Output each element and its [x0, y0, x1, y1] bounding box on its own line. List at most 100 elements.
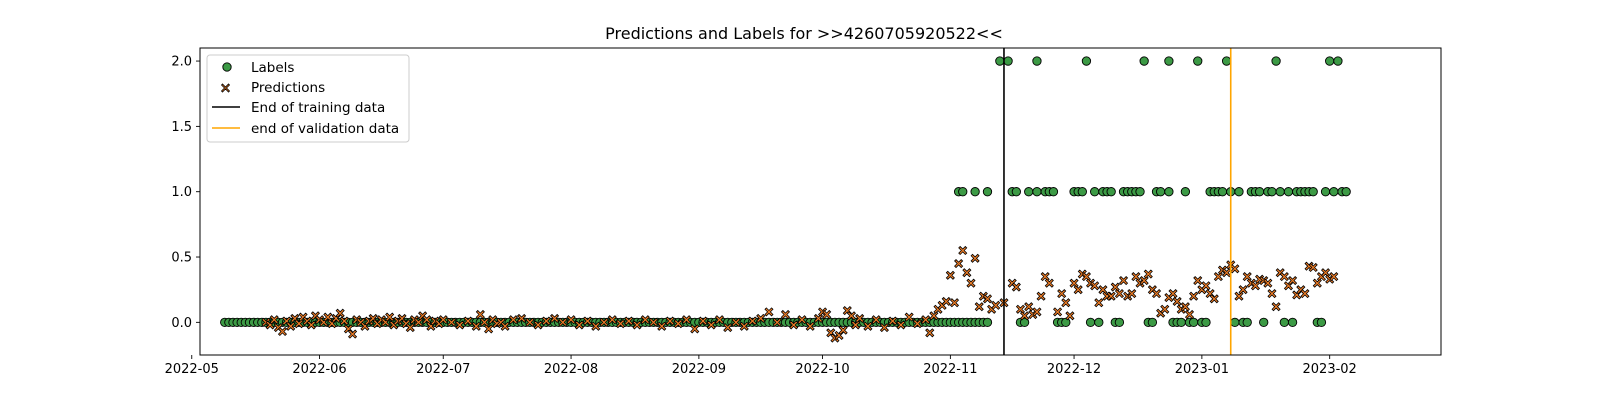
x-tick-label: 2022-09: [672, 362, 726, 377]
label-point: [1279, 317, 1289, 327]
prediction-point: [1143, 269, 1153, 279]
label-point: [1217, 187, 1228, 197]
label-point: [1271, 56, 1281, 66]
prediction-point: [335, 308, 345, 318]
prediction-point: [508, 315, 518, 325]
prediction-point: [929, 311, 939, 321]
prediction-point: [479, 317, 490, 327]
prediction-point: [1090, 281, 1100, 291]
prediction-point: [500, 321, 510, 331]
prediction-point: [665, 316, 675, 326]
prediction-point: [422, 315, 432, 325]
prediction-point: [698, 316, 708, 326]
prediction-point: [739, 321, 749, 331]
prediction-point: [1279, 272, 1289, 282]
label-point: [1193, 56, 1203, 66]
x-tick-label: 2022-05: [165, 362, 219, 377]
prediction-point: [446, 317, 457, 327]
prediction-point: [789, 320, 799, 330]
prediction-point: [871, 315, 881, 325]
prediction-point: [1168, 289, 1178, 299]
prediction-point: [954, 258, 964, 269]
label-point: [1180, 187, 1191, 197]
prediction-point: [1271, 302, 1281, 312]
label-point: [1061, 317, 1071, 327]
prediction-point: [648, 317, 659, 327]
prediction-point: [822, 309, 832, 320]
label-point: [1032, 187, 1042, 197]
prediction-point: [405, 323, 415, 333]
prediction-point: [1184, 309, 1195, 320]
y-tick-label: 0.0: [171, 316, 192, 331]
label-point: [1221, 56, 1232, 66]
prediction-point: [347, 329, 358, 339]
prediction-point: [706, 320, 716, 330]
prediction-point: [731, 317, 741, 327]
prediction-point: [958, 245, 968, 256]
prediction-point: [1189, 291, 1199, 301]
chart-title: Predictions and Labels for >>42607059205…: [605, 24, 1003, 43]
prediction-point: [269, 315, 279, 325]
prediction-point: [1213, 272, 1223, 282]
label-point: [1341, 187, 1351, 197]
prediction-point: [323, 312, 333, 322]
prediction-point: [1180, 302, 1190, 312]
prediction-point: [615, 319, 626, 329]
x-tick-label: 2022-11: [923, 362, 977, 377]
prediction-point: [1094, 298, 1104, 308]
legend-labels-text: Labels: [251, 60, 294, 76]
prediction-point: [1263, 278, 1273, 288]
label-point: [1019, 317, 1030, 327]
legend-predictions-text: Predictions: [251, 80, 325, 96]
label-point: [1230, 317, 1240, 327]
label-point: [1139, 56, 1149, 66]
prediction-point: [723, 323, 733, 333]
legend: Labels Predictions End of training data …: [206, 54, 410, 143]
prediction-point: [764, 307, 774, 317]
prediction-point: [1329, 272, 1339, 282]
prediction-point: [558, 317, 568, 327]
label-point: [1287, 317, 1298, 327]
label-point: [1011, 187, 1021, 197]
prediction-point: [780, 309, 791, 320]
reference-lines: [1003, 48, 1232, 355]
prediction-point: [1127, 289, 1137, 299]
prediction-point: [339, 316, 349, 326]
prediction-point: [640, 315, 650, 325]
label-point: [982, 317, 993, 327]
label-point: [1325, 56, 1335, 66]
label-point: [1164, 187, 1174, 197]
label-point: [1320, 187, 1331, 197]
prediction-point: [912, 319, 922, 329]
legend-training-text: End of training data: [251, 100, 385, 116]
prediction-point: [1300, 289, 1310, 299]
prediction-point: [838, 325, 848, 335]
prediction-point: [1065, 311, 1075, 321]
prediction-point: [888, 316, 898, 326]
prediction-point: [525, 317, 535, 327]
prediction-point: [1242, 272, 1252, 282]
prediction-point: [797, 315, 807, 325]
prediction-point: [949, 298, 960, 308]
prediction-point: [385, 312, 395, 322]
label-point: [1234, 187, 1244, 197]
prediction-point: [484, 324, 494, 334]
prediction-point: [945, 270, 955, 280]
label-point: [1329, 187, 1339, 197]
label-point: [1048, 187, 1059, 197]
prediction-point: [925, 328, 935, 338]
prediction-point: [850, 320, 861, 330]
legend-validation-text: end of validation data: [251, 121, 399, 137]
prediction-point: [1110, 282, 1120, 292]
x-tick-label: 2022-08: [544, 362, 598, 377]
prediction-point: [1098, 285, 1108, 295]
label-point: [1081, 56, 1092, 66]
prediction-point: [1106, 291, 1116, 301]
legend-labels-marker: [222, 62, 232, 72]
prediction-point: [1044, 278, 1054, 288]
prediction-point: [962, 268, 972, 278]
label-point: [1024, 187, 1034, 197]
prediction-point: [1073, 285, 1083, 295]
prediction-point: [1040, 272, 1050, 282]
prediction-point: [1036, 291, 1046, 301]
